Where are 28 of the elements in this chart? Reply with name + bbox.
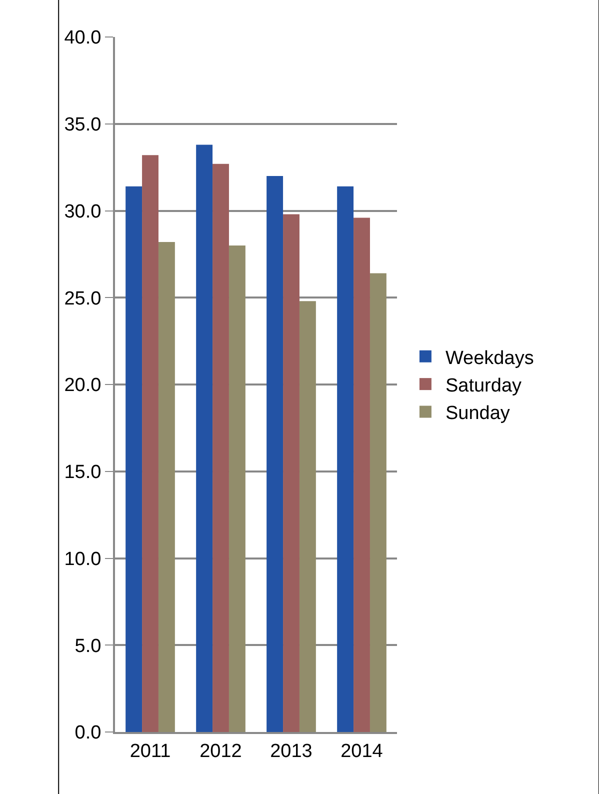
bar bbox=[299, 301, 316, 732]
y-tick-label: 25.0 bbox=[64, 288, 102, 310]
y-tick-label: 20.0 bbox=[64, 375, 102, 396]
bar bbox=[337, 186, 354, 732]
y-tick-label: 10.0 bbox=[64, 548, 102, 570]
y-tick-label: 35.0 bbox=[64, 114, 102, 136]
legend-label: Saturday bbox=[445, 375, 522, 396]
x-tick-label: 2013 bbox=[270, 740, 312, 762]
bar bbox=[370, 273, 386, 732]
x-tick-label: 2012 bbox=[200, 740, 242, 762]
y-tick-label: 0.0 bbox=[74, 722, 102, 744]
bar bbox=[158, 242, 175, 732]
bar bbox=[196, 144, 213, 732]
y-tick-label: 5.0 bbox=[74, 636, 102, 657]
y-tick-label: 40.0 bbox=[64, 28, 102, 49]
legend-label: Weekdays bbox=[445, 348, 534, 369]
bar bbox=[212, 164, 229, 732]
x-tick-label: 2011 bbox=[130, 740, 171, 762]
y-tick-label: 30.0 bbox=[64, 201, 102, 222]
bar bbox=[142, 155, 158, 732]
y-tick-label: 15.0 bbox=[64, 462, 102, 484]
bar bbox=[266, 176, 284, 732]
bar bbox=[283, 214, 300, 732]
bar bbox=[126, 186, 142, 732]
legend-label: Sunday bbox=[445, 403, 510, 424]
x-tick-label: 2014 bbox=[340, 740, 384, 762]
bar bbox=[354, 218, 370, 732]
bar bbox=[228, 246, 246, 732]
